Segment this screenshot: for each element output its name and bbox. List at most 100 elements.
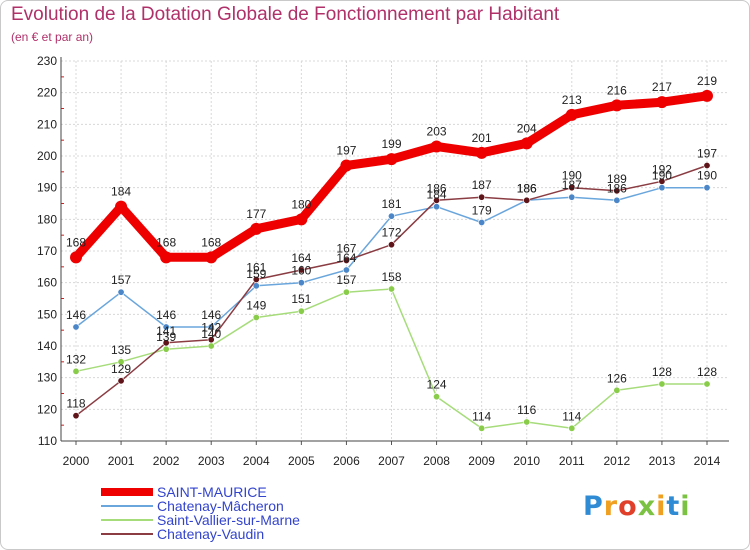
data-label: 192 bbox=[652, 162, 672, 176]
data-point bbox=[568, 184, 576, 192]
logo-letter: t bbox=[666, 491, 681, 522]
data-point bbox=[160, 251, 173, 264]
x-tick-label: 2006 bbox=[333, 454, 360, 468]
x-tick-label: 2003 bbox=[198, 454, 225, 468]
logo-letter: i bbox=[656, 491, 667, 522]
data-point bbox=[475, 146, 488, 159]
data-point bbox=[565, 108, 578, 121]
data-label: 172 bbox=[381, 226, 401, 240]
data-label: 190 bbox=[697, 169, 717, 183]
data-label: 116 bbox=[517, 403, 536, 417]
data-point bbox=[162, 323, 170, 331]
data-label: 213 bbox=[562, 93, 582, 107]
x-tick-label: 2010 bbox=[513, 454, 540, 468]
legend-item: Chatenay-Vaudin bbox=[101, 527, 300, 541]
y-tick-label: 120 bbox=[37, 402, 57, 416]
legend-item: SAINT-MAURICE bbox=[101, 485, 300, 499]
data-label: 186 bbox=[607, 181, 627, 195]
data-point bbox=[478, 219, 486, 227]
data-point bbox=[72, 323, 80, 331]
data-point bbox=[610, 99, 623, 112]
data-label-layer: 168 184 168 168 177 180 197 199 203 201 204 213 216 2… bbox=[66, 74, 717, 424]
data-label: 217 bbox=[652, 80, 672, 94]
data-point bbox=[613, 386, 621, 394]
x-tick-label: 2012 bbox=[604, 454, 631, 468]
data-point bbox=[655, 96, 668, 109]
y-tick-label: 190 bbox=[37, 181, 57, 195]
data-point bbox=[430, 140, 443, 153]
x-tick-label: 2007 bbox=[378, 454, 405, 468]
data-label: 189 bbox=[607, 172, 627, 186]
data-point bbox=[520, 137, 533, 150]
logo-letter: x bbox=[637, 491, 657, 522]
data-point bbox=[70, 251, 82, 264]
data-point bbox=[115, 200, 128, 213]
chart-subtitle: (en € et par an) bbox=[11, 30, 94, 44]
y-tick-label: 230 bbox=[37, 54, 57, 68]
data-label: 159 bbox=[246, 267, 266, 281]
data-label: 146 bbox=[156, 308, 176, 322]
y-tick-label: 200 bbox=[37, 149, 57, 163]
data-label: 204 bbox=[517, 121, 537, 135]
chart-title: Evolution de la Dotation Globale de Fonc… bbox=[11, 4, 560, 25]
data-label: 168 bbox=[66, 235, 86, 249]
data-point bbox=[207, 323, 215, 331]
data-label: 216 bbox=[607, 83, 627, 97]
x-tick-label: 2001 bbox=[108, 454, 135, 468]
y-tick-label: 210 bbox=[37, 117, 57, 131]
data-point bbox=[340, 159, 353, 172]
data-label: 135 bbox=[111, 343, 131, 357]
x-tick-label: 2004 bbox=[243, 454, 270, 468]
data-label: 186 bbox=[517, 181, 537, 195]
data-label: 158 bbox=[381, 270, 401, 284]
data-point bbox=[342, 256, 350, 264]
data-label: 126 bbox=[607, 371, 627, 385]
data-label: 186 bbox=[427, 181, 447, 195]
data-label: 157 bbox=[111, 273, 131, 287]
data-label: 124 bbox=[427, 378, 447, 392]
legend-label: Chatenay-Mâcheron bbox=[157, 498, 284, 514]
data-point bbox=[295, 213, 308, 226]
data-point bbox=[658, 380, 666, 388]
logo-letter: P bbox=[583, 491, 604, 522]
data-label: 128 bbox=[697, 365, 717, 379]
data-label: 141 bbox=[156, 324, 176, 338]
data-point bbox=[72, 367, 80, 375]
data-label: 219 bbox=[697, 74, 717, 88]
data-label: 187 bbox=[562, 178, 582, 192]
legend-label: SAINT-MAURICE bbox=[157, 484, 267, 500]
legend: SAINT-MAURICE Chatenay-Mâcheron Saint-Vall… bbox=[101, 485, 300, 541]
data-point bbox=[387, 241, 395, 249]
legend-label: Saint-Vallier-sur-Marne bbox=[157, 512, 300, 528]
legend-swatch bbox=[101, 505, 153, 507]
data-label: 146 bbox=[201, 308, 221, 322]
data-label: 161 bbox=[246, 261, 266, 275]
data-label: 190 bbox=[562, 169, 582, 183]
x-tick-label: 2009 bbox=[468, 454, 495, 468]
data-label: 184 bbox=[111, 185, 131, 199]
data-point bbox=[703, 184, 711, 192]
data-point bbox=[658, 184, 666, 192]
y-tick-label: 180 bbox=[37, 212, 57, 226]
data-point bbox=[297, 266, 305, 274]
x-tick-label: 2002 bbox=[153, 454, 180, 468]
x-tick-label: 2011 bbox=[559, 454, 585, 468]
proxiti-logo: Proxiti bbox=[583, 491, 691, 522]
legend-label: Chatenay-Vaudin bbox=[157, 526, 265, 542]
y-tick-label: 130 bbox=[37, 371, 57, 385]
data-label: 151 bbox=[291, 292, 311, 306]
data-label: 164 bbox=[291, 251, 311, 265]
x-tick-label: 2005 bbox=[288, 454, 315, 468]
legend-item: Chatenay-Mâcheron bbox=[101, 499, 300, 513]
data-label: 180 bbox=[291, 197, 311, 211]
data-point bbox=[433, 393, 441, 401]
data-label: 187 bbox=[472, 178, 492, 192]
data-label: 197 bbox=[697, 147, 717, 161]
data-label: 129 bbox=[111, 362, 131, 376]
data-point bbox=[162, 345, 170, 353]
data-label: 177 bbox=[246, 207, 266, 221]
data-label: 146 bbox=[66, 308, 86, 322]
y-tick-label: 220 bbox=[37, 86, 57, 100]
data-point bbox=[342, 266, 350, 274]
data-label: 197 bbox=[336, 144, 356, 158]
